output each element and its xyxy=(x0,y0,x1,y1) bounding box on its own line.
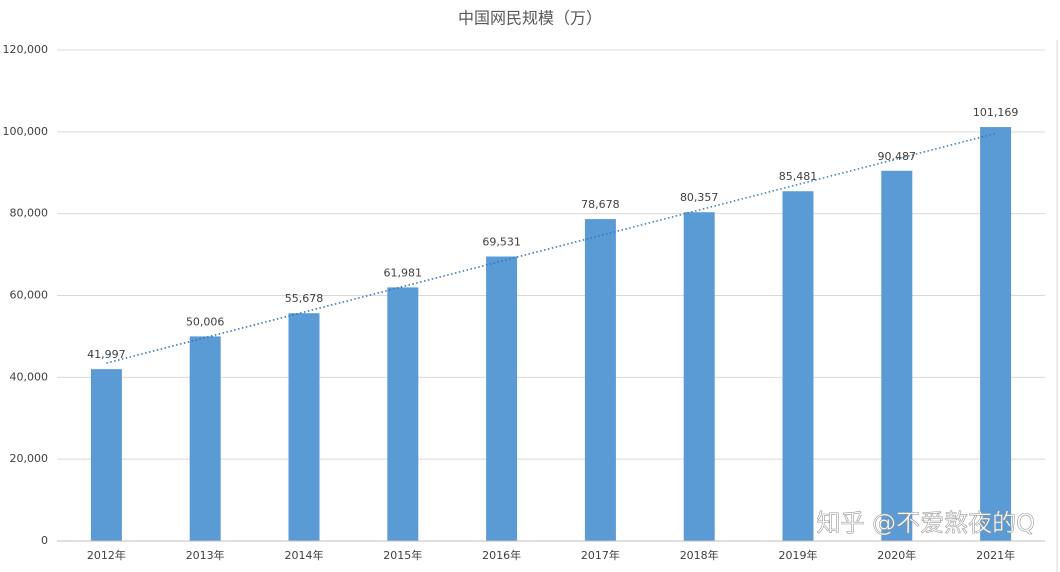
value-label: 101,169 xyxy=(973,106,1019,119)
bar xyxy=(90,369,122,541)
x-tick-label: 2020年 xyxy=(877,548,916,562)
y-tick-label: 80,000 xyxy=(10,207,49,220)
bar xyxy=(387,287,419,541)
bar xyxy=(486,256,518,541)
bar xyxy=(980,127,1012,542)
x-tick-label: 2017年 xyxy=(581,548,620,562)
bar xyxy=(189,336,221,541)
chart-title: 中国网民规模（万） xyxy=(458,9,602,28)
y-tick-label: 0 xyxy=(41,534,48,547)
y-tick-label: 20,000 xyxy=(10,452,49,465)
y-tick-label: 100,000 xyxy=(3,125,49,138)
value-label: 69,531 xyxy=(482,236,521,249)
y-tick-label: 60,000 xyxy=(10,289,49,302)
y-tick-label: 40,000 xyxy=(10,370,49,383)
x-tick-label: 2018年 xyxy=(680,548,719,562)
value-label: 50,006 xyxy=(186,315,225,328)
value-label: 41,997 xyxy=(87,348,126,361)
bar xyxy=(782,191,814,541)
value-label: 85,481 xyxy=(779,170,818,183)
value-label: 61,981 xyxy=(384,266,423,279)
value-label: 55,678 xyxy=(285,292,324,305)
bar xyxy=(683,212,715,542)
x-tick-label: 2014年 xyxy=(285,548,324,562)
value-label: 90,487 xyxy=(878,150,917,163)
bar xyxy=(881,170,913,541)
bar xyxy=(584,219,616,541)
x-tick-label: 2013年 xyxy=(186,548,225,562)
x-tick-label: 2021年 xyxy=(976,548,1015,562)
value-label: 80,357 xyxy=(680,191,719,204)
x-tick-label: 2019年 xyxy=(779,548,818,562)
x-tick-label: 2016年 xyxy=(482,548,521,562)
y-tick-label: 120,000 xyxy=(3,43,49,56)
x-tick-label: 2012年 xyxy=(87,548,126,562)
bar xyxy=(288,313,320,541)
x-tick-label: 2015年 xyxy=(383,548,422,562)
value-label: 78,678 xyxy=(581,198,620,211)
watermark: 知乎 @不爱熬夜的Q xyxy=(816,509,1035,537)
trendline xyxy=(106,132,996,364)
